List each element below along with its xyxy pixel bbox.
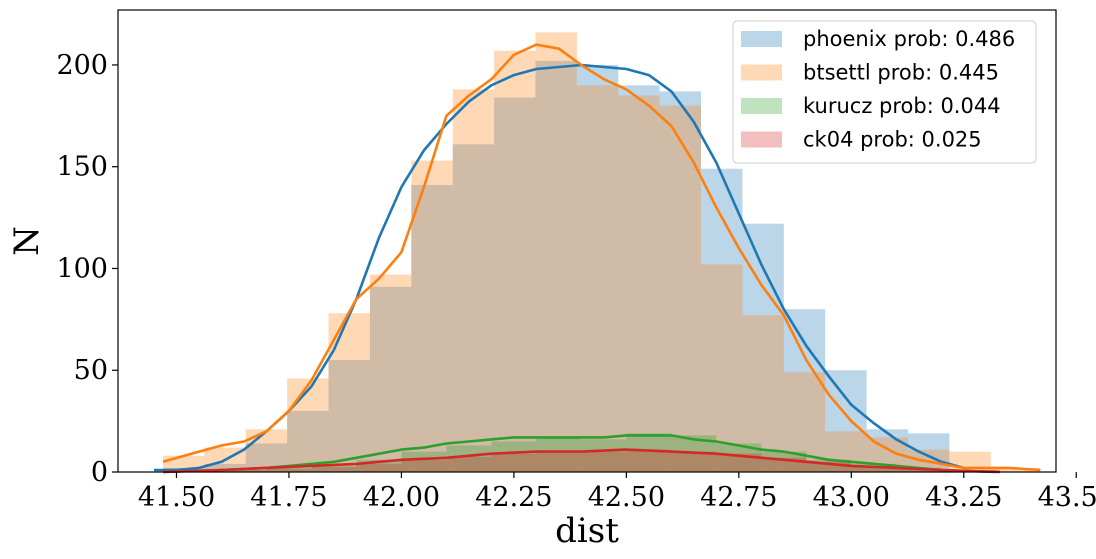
kde-line-series-2	[162, 434, 996, 474]
legend-swatch	[741, 64, 782, 81]
series-bars-1	[162, 32, 1041, 473]
histogram-bar	[287, 378, 329, 472]
histogram-bar	[716, 453, 762, 472]
histogram-bar	[452, 144, 495, 472]
histogram-bar	[990, 467, 1041, 472]
histogram-bar	[742, 315, 784, 472]
legend-entry-label: phoenix prob: 0.486	[803, 27, 1015, 51]
histogram-bar	[221, 469, 267, 472]
histogram-bar	[411, 160, 453, 473]
series-bars-3	[162, 449, 1000, 472]
histogram-bar	[494, 50, 536, 473]
legend-entry-label: kurucz prob: 0.044	[803, 94, 1001, 118]
x-tick-label: 42.75	[700, 482, 777, 513]
x-tick-label: 43.25	[925, 482, 1002, 513]
histogram-bar	[783, 309, 826, 472]
legend-entry-label: btsettl prob: 0.445	[803, 61, 999, 85]
histogram-bar	[221, 469, 267, 472]
x-tick-label: 41.50	[138, 482, 215, 513]
histogram-bar	[576, 64, 619, 472]
legend-frame	[732, 20, 1037, 164]
histogram-bar	[356, 463, 402, 472]
legend-swatch	[741, 98, 782, 114]
legend-swatch	[741, 131, 782, 148]
histogram-bar	[401, 451, 447, 472]
histogram-bar	[825, 370, 867, 472]
x-tick-label: 41.75	[250, 482, 327, 513]
histogram-bar	[581, 439, 627, 472]
histogram-bar	[659, 91, 702, 472]
histogram-bar	[491, 441, 537, 472]
y-tick-label: 200	[56, 50, 108, 81]
y-tick-label: 100	[56, 253, 108, 284]
y-tick-label: 50	[74, 355, 108, 386]
x-tick-label: 42.50	[588, 482, 665, 513]
histogram-bar	[626, 433, 672, 472]
histogram-bar	[907, 433, 950, 472]
series-bars-0	[162, 60, 950, 473]
y-tick-label: 150	[56, 152, 108, 183]
histogram-bar	[369, 286, 412, 472]
histogram-bar	[536, 452, 582, 472]
histogram-bar	[446, 456, 492, 472]
histogram-bar	[369, 274, 412, 472]
y-tick-label: 0	[91, 457, 108, 488]
x-tick-label: 43.50	[1038, 482, 1096, 513]
histogram-bar	[535, 60, 577, 473]
histogram-bar	[328, 360, 370, 472]
histogram-bar	[311, 465, 357, 472]
histogram-bar	[701, 264, 743, 472]
histogram-bar	[618, 85, 660, 473]
legend-swatch	[741, 31, 782, 47]
histogram-bar	[806, 461, 852, 472]
histogram-bar	[576, 85, 619, 473]
y-axis-label: N	[7, 226, 47, 256]
x-tick-label: 42.00	[363, 482, 440, 513]
histogram-bar	[626, 449, 672, 472]
histogram-bar	[446, 445, 492, 472]
x-axis-label: dist	[555, 511, 619, 551]
histogram-bar	[581, 451, 627, 472]
histogram-bar	[401, 459, 447, 472]
histogram-bar	[494, 97, 536, 473]
histogram-bar	[452, 89, 495, 472]
histogram-bar	[266, 467, 312, 472]
y-axis: 0 50 100 150 200	[56, 50, 118, 488]
x-axis: 41.50 41.75 42.00 42.25 42.50 42.75 43.00 43.25…	[138, 472, 1096, 513]
histogram-bar	[328, 313, 370, 472]
histogram-bar	[491, 453, 537, 472]
histogram-bar	[851, 465, 897, 472]
kde-line-series-3	[162, 448, 1000, 474]
histogram-bar	[671, 451, 717, 472]
histogram-bar	[618, 95, 660, 473]
histogram-bar	[535, 32, 577, 472]
kde-line-series-1	[162, 43, 1041, 472]
x-tick-label: 42.25	[475, 482, 552, 513]
legend-entry-label: ck04 prob: 0.025	[803, 128, 982, 152]
histogram-bar	[536, 437, 582, 472]
x-tick-label: 43.00	[813, 482, 890, 513]
histogram-bar	[659, 105, 702, 473]
histogram-bar	[266, 468, 312, 472]
kde-curves	[154, 43, 1041, 474]
histogram-bar	[311, 466, 357, 472]
histogram-bar	[761, 451, 807, 472]
legend: phoenix prob: 0.486 btsettl prob: 0.445 ku…	[732, 20, 1037, 164]
histogram-bar	[204, 463, 246, 472]
histogram-bar	[411, 185, 453, 473]
plot-frame	[117, 9, 1057, 473]
